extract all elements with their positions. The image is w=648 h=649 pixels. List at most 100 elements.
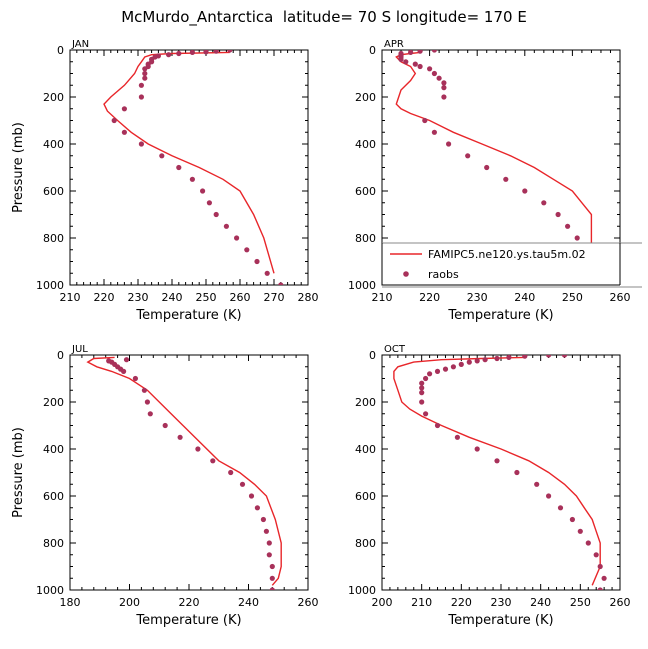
obs-point — [503, 176, 509, 182]
obs-point — [419, 385, 425, 391]
x-tick-label: 230 — [128, 291, 149, 304]
obs-point — [593, 552, 599, 558]
obs-point — [111, 117, 117, 124]
obs-point — [239, 481, 246, 487]
legend: FAMIPC5.ne120.ys.tau5m.02 raobs — [381, 242, 642, 288]
obs-point — [210, 458, 216, 464]
obs-point — [138, 94, 144, 100]
x-tick-label: 220 — [451, 596, 472, 609]
obs-point — [423, 375, 429, 382]
x-tick-label: 250 — [570, 596, 591, 609]
obs-point — [494, 458, 500, 464]
obs-point — [441, 80, 447, 86]
obs-point — [141, 387, 147, 393]
model-series-line — [86, 356, 282, 586]
obs-point — [269, 587, 275, 590]
obs-point — [227, 50, 233, 53]
panel-jul: 180 200 220 240 260 0 200 400 600 800 1000 JUL Tempe… — [11, 344, 319, 628]
obs-point — [484, 164, 490, 171]
x-axis-title: Temperature (K) — [447, 308, 553, 323]
y-tick-label: 400 — [355, 138, 376, 151]
obs-point — [398, 56, 404, 63]
obs-point — [264, 270, 270, 276]
obs-point — [189, 50, 195, 55]
obs-point — [474, 446, 480, 452]
obs-point — [522, 355, 528, 359]
obs-point — [506, 355, 512, 360]
x-tick-label: 200 — [119, 596, 140, 609]
obs-point — [403, 59, 409, 65]
y-tick-label: 800 — [43, 232, 64, 245]
obs-point — [213, 211, 219, 218]
obs-point — [263, 528, 269, 534]
obs-point — [419, 390, 425, 396]
obs-point — [223, 223, 229, 229]
x-tick-label: 210 — [60, 291, 81, 304]
x-tick-label: 240 — [162, 291, 183, 304]
obs-point — [412, 61, 418, 67]
obs-point — [166, 52, 172, 58]
obs-point — [577, 528, 583, 534]
obs-point — [514, 469, 520, 476]
x-tick-label: 230 — [491, 596, 512, 609]
obs-point — [260, 516, 266, 523]
y-tick-label: 0 — [57, 44, 64, 57]
figure-title: McMurdo_Antarctica latitude= 70 S longit… — [121, 8, 527, 26]
x-tick-label: 180 — [60, 596, 81, 609]
y-tick-label: 400 — [355, 443, 376, 456]
model-series-line — [103, 51, 275, 274]
legend-background — [382, 243, 642, 287]
obs-point — [422, 117, 428, 124]
plot-frame — [381, 354, 621, 591]
obs-point — [434, 422, 441, 429]
y-tick-label: 0 — [369, 349, 376, 362]
obs-point — [569, 516, 576, 523]
y-tick-label: 1000 — [36, 584, 64, 597]
obs-point — [419, 380, 425, 386]
y-tick-label: 200 — [355, 91, 376, 104]
y-tick-label: 1000 — [36, 279, 64, 292]
panel-label: JAN — [71, 39, 89, 50]
obs-point — [431, 70, 437, 77]
obs-point — [266, 540, 272, 546]
x-tick-label: 200 — [372, 596, 393, 609]
obs-point — [601, 575, 607, 581]
obs-point — [454, 434, 460, 440]
plot-frame — [69, 49, 309, 286]
obs-point — [121, 368, 127, 374]
legend-line-label: FAMIPC5.ne120.ys.tau5m.02 — [428, 248, 586, 261]
model-series-line — [393, 356, 601, 586]
y-tick-label: 800 — [43, 537, 64, 550]
y-tick-label: 1000 — [348, 279, 376, 292]
y-tick-label: 800 — [355, 232, 376, 245]
obs-point — [574, 235, 580, 241]
obs-point — [269, 563, 275, 570]
obs-point — [254, 258, 260, 265]
obs-point — [434, 368, 441, 374]
plot-frame — [69, 354, 309, 591]
x-tick-label: 230 — [467, 291, 488, 304]
obs-point — [200, 188, 206, 194]
x-tick-label: 240 — [238, 596, 259, 609]
x-tick-label: 250 — [562, 291, 583, 304]
panel-label: JUL — [71, 344, 88, 355]
y-tick-label: 600 — [43, 490, 64, 503]
obs-point — [431, 50, 437, 53]
obs-point — [408, 50, 414, 55]
obs-point — [458, 361, 464, 367]
obs-point — [466, 359, 472, 365]
legend-points-label: raobs — [428, 268, 459, 281]
obs-point — [597, 587, 603, 590]
obs-point — [121, 129, 127, 135]
obs-point — [189, 176, 195, 182]
obs-point — [431, 129, 437, 135]
obs-point — [177, 434, 183, 440]
obs-point — [423, 411, 429, 417]
obs-point — [278, 282, 284, 285]
y-tick-label: 200 — [355, 396, 376, 409]
obs-point — [176, 164, 182, 171]
y-tick-label: 400 — [43, 138, 64, 151]
obs-point — [442, 366, 449, 372]
x-tick-label: 260 — [610, 596, 631, 609]
y-tick-label: 800 — [355, 537, 376, 550]
